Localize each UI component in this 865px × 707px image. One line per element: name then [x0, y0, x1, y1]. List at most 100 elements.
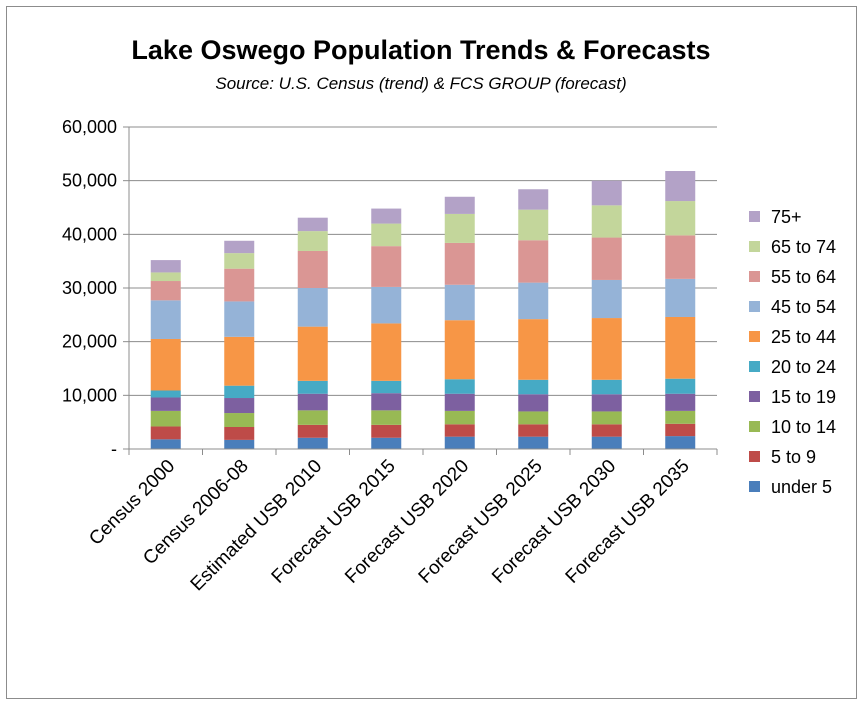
y-tick-label: 10,000 [62, 385, 117, 405]
bar-segment [444, 379, 475, 394]
legend-item: 10 to 14 [749, 417, 836, 437]
legend-item: under 5 [749, 477, 832, 497]
legend-swatch [749, 421, 760, 432]
legend-label: 20 to 24 [771, 357, 836, 377]
bar-segment [150, 397, 181, 411]
bar-segment [297, 288, 328, 327]
bar-segment [297, 410, 328, 425]
bar-segment [591, 394, 622, 412]
y-tick-label: 60,000 [62, 117, 117, 137]
bar-segment [591, 205, 622, 238]
bar-segment [665, 436, 696, 449]
legend-label: 65 to 74 [771, 237, 836, 257]
bar-segment [297, 326, 328, 381]
bar-segment [297, 437, 328, 449]
bar-segment [224, 268, 255, 302]
y-tick-label: 20,000 [62, 332, 117, 352]
legend-item: 75+ [749, 207, 802, 227]
bar-segment [371, 424, 402, 438]
bar-segment [518, 379, 549, 395]
legend-swatch [749, 451, 760, 462]
chart-title: Lake Oswego Population Trends & Forecast… [131, 35, 710, 65]
bar-segment [150, 281, 181, 301]
bar-segment [444, 320, 475, 380]
legend-label: 75+ [771, 207, 802, 227]
bar-segment [371, 410, 402, 425]
bar-segment [665, 201, 696, 236]
bar-segment [150, 410, 181, 427]
bar-segment [150, 426, 181, 440]
bar-segment [371, 437, 402, 449]
legend-item: 15 to 19 [749, 387, 836, 407]
x-category-label: Forecast USB 2015 [268, 456, 400, 588]
legend-swatch [749, 391, 760, 402]
bar-segment [591, 318, 622, 380]
bar-segment [444, 436, 475, 449]
legend-item: 5 to 9 [749, 447, 816, 467]
bar-segment [371, 286, 402, 324]
bar-segment [518, 424, 549, 437]
legend-swatch [749, 241, 760, 252]
x-category-label: Forecast USB 2035 [562, 456, 694, 588]
legend-item: 65 to 74 [749, 237, 836, 257]
bar-segment [224, 439, 255, 449]
bar-segment [371, 223, 402, 247]
bar-segment [371, 393, 402, 411]
legend-label: under 5 [771, 477, 832, 497]
x-category-label: Forecast USB 2025 [415, 456, 547, 588]
chart-subtitle: Source: U.S. Census (trend) & FCS GROUP … [215, 74, 626, 93]
bar-segment [665, 171, 696, 202]
y-tick-label: 50,000 [62, 171, 117, 191]
bar-segment [371, 380, 402, 394]
bar-segment [518, 189, 549, 210]
bar-segment [371, 208, 402, 224]
legend-swatch [749, 301, 760, 312]
bar-segment [591, 279, 622, 319]
bar-segment [518, 411, 549, 425]
bar-segment [297, 250, 328, 288]
legend-label: 15 to 19 [771, 387, 836, 407]
bar-segment [591, 424, 622, 437]
bar-segment [224, 413, 255, 427]
bar-segment [591, 180, 622, 206]
bar-segment [665, 378, 696, 394]
y-tick-label: 40,000 [62, 224, 117, 244]
legend: 75+ 65 to 74 55 to 64 45 to 54 25 to 44 20 to… [749, 207, 836, 497]
legend-swatch [749, 271, 760, 282]
bar-segment [518, 394, 549, 412]
legend-swatch [749, 211, 760, 222]
bar-segment [665, 316, 696, 379]
bar-segment [297, 424, 328, 438]
bar-segment [444, 242, 475, 285]
y-tick-label: - [111, 439, 117, 459]
legend-label: 45 to 54 [771, 297, 836, 317]
population-chart: Lake Oswego Population Trends & Forecast… [62, 35, 836, 596]
bar-segment [591, 379, 622, 395]
bar-segment [444, 196, 475, 214]
bar-segment [444, 213, 475, 243]
bar-segment [665, 278, 696, 317]
bar-segment [518, 319, 549, 380]
bar-segment [224, 398, 255, 414]
legend-item: 45 to 54 [749, 297, 836, 317]
bar-segment [444, 393, 475, 411]
bar-segment [518, 282, 549, 320]
bar-segment [224, 301, 255, 337]
bar-segment [371, 323, 402, 381]
chart-frame: Lake Oswego Population Trends & Forecast… [6, 6, 857, 699]
bar-segment [224, 240, 255, 254]
bar-segment [297, 393, 328, 411]
legend-label: 10 to 14 [771, 417, 836, 437]
bar-segment [518, 240, 549, 283]
bar-segment [444, 410, 475, 425]
bar-segment [150, 300, 181, 339]
bar-segment [224, 336, 255, 386]
gridlines [129, 126, 717, 396]
bar-segment [224, 385, 255, 399]
bar-segment [224, 253, 255, 269]
x-category-label: Forecast USB 2030 [488, 456, 620, 588]
bar-segment [665, 423, 696, 437]
bar-segment [591, 436, 622, 449]
legend-label: 25 to 44 [771, 327, 836, 347]
